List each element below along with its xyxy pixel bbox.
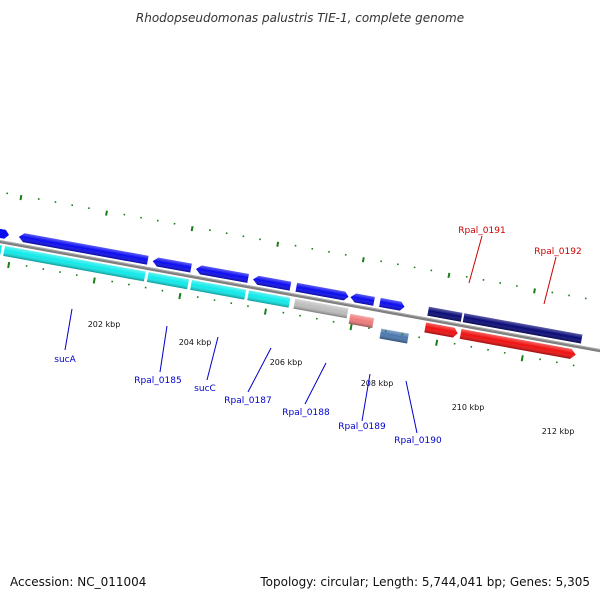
gene-label-rpal0190: Rpal_0190 xyxy=(394,436,442,446)
scale-label-202: 202 kbp xyxy=(88,320,121,329)
map-title: Rhodopseudomonas palustris TIE-1, comple… xyxy=(136,11,464,25)
gene-label-rpal0189: Rpal_0189 xyxy=(338,422,386,432)
scale-label-204: 204 kbp xyxy=(179,338,212,347)
scale-labels: 202 kbp 204 kbp 206 kbp 208 kbp 210 kbp … xyxy=(88,320,575,436)
gene-label-rpal0185: Rpal_0185 xyxy=(134,376,181,386)
reverse-strand xyxy=(0,243,576,359)
inner-tick-ring xyxy=(7,261,575,367)
gene-forward-partial-left xyxy=(0,227,10,239)
gene-reverse-partial-left xyxy=(0,243,3,256)
map-track xyxy=(0,192,600,367)
accession-text: Accession: NC_011004 xyxy=(10,575,146,589)
gene-label-rpal0188: Rpal_0188 xyxy=(282,408,330,418)
genome-summary-text: Topology: circular; Length: 5,744,041 bp… xyxy=(259,575,590,589)
gene-label-sucA: sucA xyxy=(54,355,76,365)
forward-strand xyxy=(0,227,583,344)
label-leaders xyxy=(64,235,557,434)
gene-label-rpal0191: Rpal_0191 xyxy=(458,226,505,236)
outer-tick-ring xyxy=(6,192,587,300)
gene-label-rpal0187: Rpal_0187 xyxy=(224,396,271,406)
gene-label-rpal0192: Rpal_0192 xyxy=(534,247,581,257)
scale-label-210: 210 kbp xyxy=(452,403,485,412)
scale-label-206: 206 kbp xyxy=(270,358,303,367)
outer-major-tick xyxy=(19,194,23,201)
gene-label-sucC: sucC xyxy=(194,384,216,394)
inner-major-tick xyxy=(7,261,11,269)
scale-label-212: 212 kbp xyxy=(542,427,575,436)
scale-label-208: 208 kbp xyxy=(361,379,394,388)
gene-labels: sucA Rpal_0185 sucC Rpal_0187 Rpal_0188 … xyxy=(54,226,581,446)
